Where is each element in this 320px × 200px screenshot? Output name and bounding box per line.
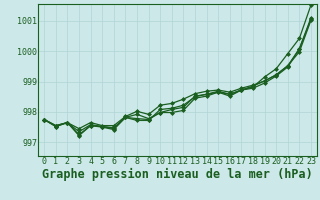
- X-axis label: Graphe pression niveau de la mer (hPa): Graphe pression niveau de la mer (hPa): [42, 168, 313, 181]
